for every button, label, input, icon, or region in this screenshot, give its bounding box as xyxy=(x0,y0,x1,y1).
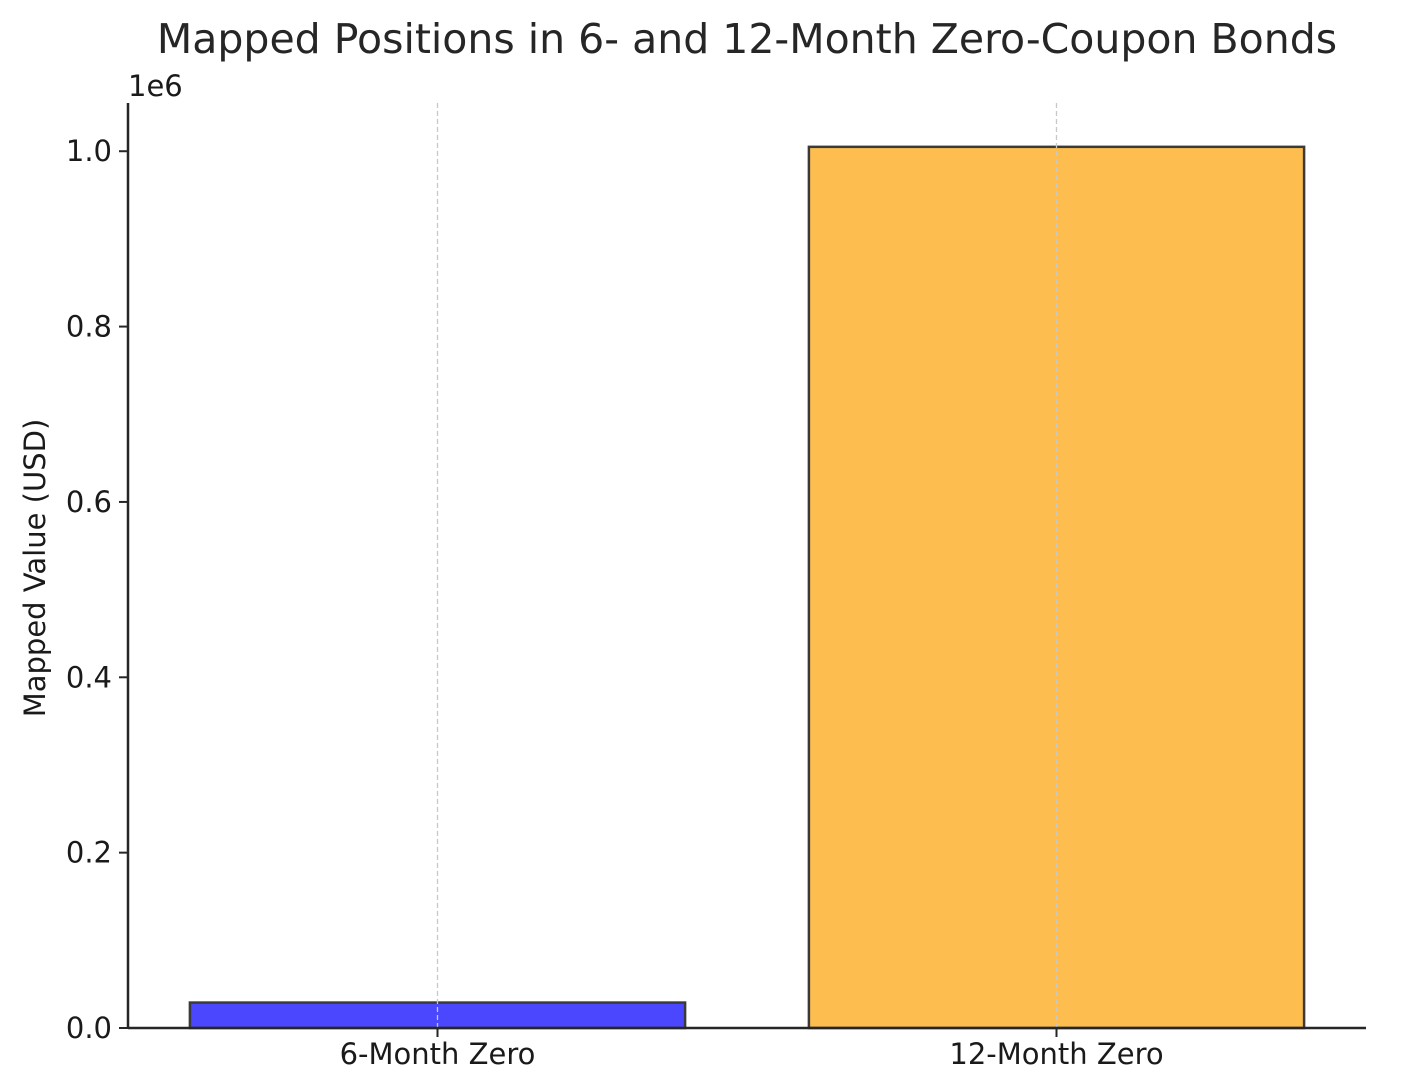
bars xyxy=(188,145,1306,1030)
grid-lines xyxy=(436,103,1058,1028)
x-tick-label-1: 12-Month Zero xyxy=(949,1037,1163,1071)
y-tick-label-2: 0.4 xyxy=(66,660,112,694)
y-axis-label: Mapped Value (USD) xyxy=(18,419,52,718)
y-tick-label-4: 0.8 xyxy=(66,310,112,344)
y-axis-ticks: 0.0 0.2 0.4 0.6 0.8 1.0 xyxy=(66,134,128,1045)
y-tick-label-0: 0.0 xyxy=(66,1011,112,1045)
y-tick-label-1: 0.2 xyxy=(66,836,112,870)
x-tick-label-0: 6-Month Zero xyxy=(340,1037,536,1071)
axes xyxy=(126,103,1366,1030)
y-axis-offset-label: 1e6 xyxy=(128,69,183,103)
chart-title: Mapped Positions in 6- and 12-Month Zero… xyxy=(157,15,1337,63)
x-axis-ticks: 6-Month Zero 12-Month Zero xyxy=(340,1028,1164,1071)
y-tick-label-5: 1.0 xyxy=(66,134,112,168)
y-tick-label-3: 0.6 xyxy=(66,485,112,519)
